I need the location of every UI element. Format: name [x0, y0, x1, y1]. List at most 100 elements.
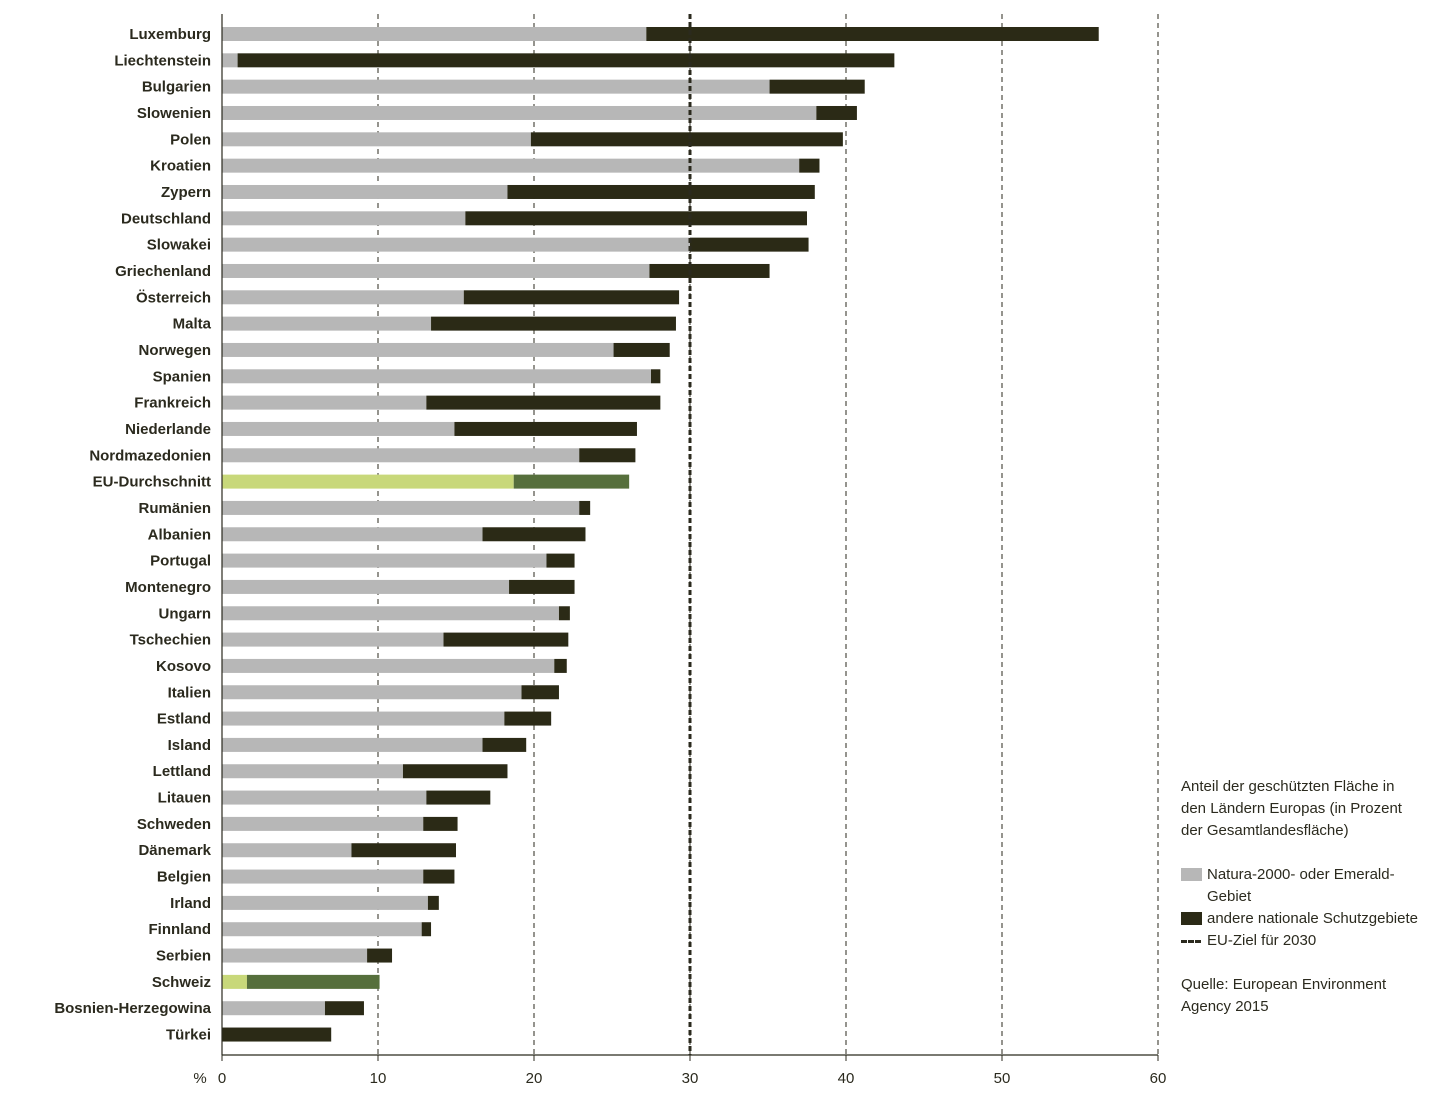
x-tick-label-30: 30 — [682, 1070, 699, 1087]
bar-deutschland-series-1 — [222, 211, 466, 226]
source-note: Quelle: European Environment Agency 2015 — [1181, 976, 1387, 1015]
legend-label-target: EU-Ziel für 2030 — [1207, 932, 1317, 949]
category-label-kosovo: Kosovo — [156, 658, 211, 675]
bar-griechenland-series-2 — [649, 263, 770, 278]
category-label-deutschland: Deutschland — [121, 210, 211, 227]
category-label-serbien: Serbien — [156, 948, 211, 965]
bar-belgien-series-1 — [222, 869, 424, 884]
bar-niederlande-series-1 — [222, 421, 455, 436]
bar-liechtenstein-series-1 — [222, 53, 238, 68]
category-label-ungarn: Ungarn — [159, 605, 212, 622]
category-label-finnland: Finnland — [149, 921, 212, 938]
legend-item-target: EU-Ziel für 2030 — [1181, 930, 1421, 952]
category-label-portugal: Portugal — [150, 553, 211, 570]
bar-nordmazedonien-series-2 — [579, 448, 636, 463]
bar-montenegro-series-1 — [222, 579, 510, 594]
bar-deutschland-series-2 — [465, 211, 807, 226]
bar-danemark-series-1 — [222, 843, 352, 858]
bar-slowakei-series-2 — [690, 237, 809, 252]
category-label-schweden: Schweden — [137, 816, 211, 833]
legend-swatch-national — [1181, 912, 1202, 925]
bar-portugal-series-1 — [222, 553, 547, 568]
bar-eu-durchschnitt-series-2 — [513, 474, 630, 489]
bar-litauen-series-2 — [426, 790, 491, 805]
category-label-niederlande: Niederlande — [125, 421, 211, 438]
category-label-rumanien: Rumänien — [138, 500, 211, 517]
bar-danemark-series-2 — [351, 843, 456, 858]
bars — [222, 27, 1099, 1042]
bar-spanien-series-2 — [651, 369, 661, 384]
bar-malta-series-2 — [431, 316, 676, 331]
bar-schweden-series-2 — [423, 816, 458, 831]
category-label-malta: Malta — [173, 316, 212, 333]
bar-island-series-2 — [482, 737, 527, 752]
x-tick-label-10: 10 — [370, 1070, 387, 1087]
bar-zypern-series-2 — [507, 184, 815, 199]
bar-bulgarien-series-1 — [222, 79, 770, 94]
category-label-litauen: Litauen — [158, 790, 211, 807]
bar-tschechien-series-1 — [222, 632, 444, 647]
bar-kosovo-series-1 — [222, 658, 555, 673]
bar-belgien-series-2 — [423, 869, 455, 884]
x-tick-label-0: 0 — [218, 1070, 226, 1087]
category-label-polen: Polen — [170, 131, 211, 148]
category-label-bulgarien: Bulgarien — [142, 79, 211, 96]
category-label-slowakei: Slowakei — [147, 237, 211, 254]
legend-label-natura: Natura-2000- oder Emerald-Gebiet — [1207, 866, 1395, 905]
bar-slowenien-series-1 — [222, 105, 817, 120]
bar-serbien-series-1 — [222, 948, 368, 963]
category-label-eu-durchschnitt: EU-Durchschnitt — [93, 474, 211, 491]
x-tick-label-20: 20 — [526, 1070, 543, 1087]
legend-item-natura: Natura-2000- oder Emerald-Gebiet — [1181, 864, 1421, 908]
category-label-bosnien-herzegowina: Bosnien-Herzegowina — [54, 1000, 211, 1017]
bar-malta-series-1 — [222, 316, 432, 331]
category-label-luxemburg: Luxemburg — [129, 26, 211, 43]
bar-serbien-series-2 — [367, 948, 393, 963]
category-label-tschechien: Tschechien — [130, 632, 211, 649]
category-label-belgien: Belgien — [157, 869, 211, 886]
x-tick-label-40: 40 — [838, 1070, 855, 1087]
bar-norwegen-series-1 — [222, 342, 614, 357]
bar-schweiz-series-2 — [246, 974, 380, 989]
bar-schweiz-series-1 — [222, 974, 247, 989]
category-label-norwegen: Norwegen — [138, 342, 211, 359]
bar-osterreich-series-1 — [222, 290, 464, 305]
bar-bosnien-herzegowina-series-2 — [324, 1001, 364, 1016]
bar-liechtenstein-series-2 — [237, 53, 895, 68]
bar-bosnien-herzegowina-series-1 — [222, 1001, 325, 1016]
bar-albanien-series-2 — [482, 527, 586, 542]
bar-polen-series-2 — [530, 132, 843, 147]
category-labels: Luxemburg Liechtenstein Bulgarien Slowenien… — [54, 26, 211, 1044]
bar-zypern-series-1 — [222, 184, 508, 199]
bar-italien-series-2 — [521, 685, 559, 700]
bar-finnland-series-1 — [222, 922, 422, 937]
bar-turkei-series-2 — [222, 1027, 332, 1042]
bar-niederlande-series-2 — [454, 421, 637, 436]
bar-ungarn-series-1 — [222, 606, 559, 621]
bar-bulgarien-series-2 — [769, 79, 865, 94]
category-label-frankreich: Frankreich — [134, 395, 211, 412]
bar-kroatien-series-1 — [222, 158, 800, 173]
bar-norwegen-series-2 — [613, 342, 670, 357]
category-label-schweiz: Schweiz — [152, 974, 211, 991]
x-tick-label-50: 50 — [994, 1070, 1011, 1087]
legend-item-national: andere nationale Schutzgebiete — [1181, 908, 1421, 930]
bar-italien-series-1 — [222, 685, 522, 700]
bar-slowenien-series-2 — [816, 105, 857, 120]
bar-albanien-series-1 — [222, 527, 483, 542]
bar-osterreich-series-2 — [463, 290, 680, 305]
category-label-turkei: Türkei — [166, 1027, 211, 1044]
x-tick-label-60: 60 — [1150, 1070, 1167, 1087]
category-label-osterreich: Österreich — [136, 289, 211, 306]
bar-kroatien-series-2 — [799, 158, 820, 173]
bar-estland-series-2 — [504, 711, 552, 726]
legend-title: Anteil der geschützten Fläche in den Län… — [1181, 778, 1402, 839]
bar-nordmazedonien-series-1 — [222, 448, 580, 463]
category-label-italien: Italien — [168, 684, 211, 701]
category-label-albanien: Albanien — [148, 526, 211, 543]
bar-lettland-series-2 — [402, 764, 508, 779]
category-label-nordmazedonien: Nordmazedonien — [89, 447, 211, 464]
bar-rumanien-series-1 — [222, 500, 580, 515]
category-label-liechtenstein: Liechtenstein — [114, 52, 211, 69]
